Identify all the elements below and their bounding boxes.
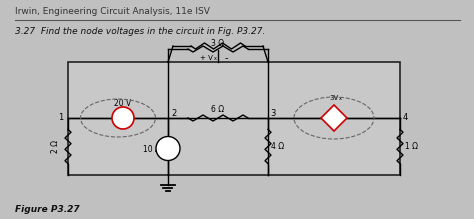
Text: 2: 2	[171, 110, 176, 118]
Bar	[68, 62, 400, 175]
Text: Irwin, Engineering Circuit Analysis, 11e ISV: Irwin, Engineering Circuit Analysis, 11e…	[15, 7, 210, 16]
Text: 2 Ω: 2 Ω	[52, 140, 61, 153]
Text: 3 Ω: 3 Ω	[211, 39, 225, 48]
Text: 3: 3	[270, 110, 275, 118]
Text: 3V: 3V	[329, 95, 338, 101]
Circle shape	[112, 107, 134, 129]
Circle shape	[156, 136, 180, 161]
Text: Figure P3.27: Figure P3.27	[15, 205, 80, 214]
Text: x: x	[338, 97, 342, 101]
Text: 3.27  Find the node voltages in the circuit in Fig. P3.27.: 3.27 Find the node voltages in the circu…	[15, 28, 265, 37]
Text: -: -	[224, 53, 228, 63]
Text: 1: 1	[58, 113, 63, 122]
Text: 20 V: 20 V	[114, 99, 132, 108]
Polygon shape	[321, 105, 347, 131]
Text: 10 A: 10 A	[143, 145, 161, 154]
Text: 4: 4	[403, 113, 408, 122]
Text: 4 Ω: 4 Ω	[272, 142, 284, 151]
Text: 6 Ω: 6 Ω	[211, 106, 225, 115]
Text: + V: + V	[200, 55, 212, 61]
Text: +−: +−	[326, 113, 338, 122]
Text: x: x	[214, 57, 217, 62]
Text: +: +	[116, 113, 124, 123]
Text: −: −	[123, 113, 131, 123]
Text: 1 Ω: 1 Ω	[405, 142, 419, 151]
